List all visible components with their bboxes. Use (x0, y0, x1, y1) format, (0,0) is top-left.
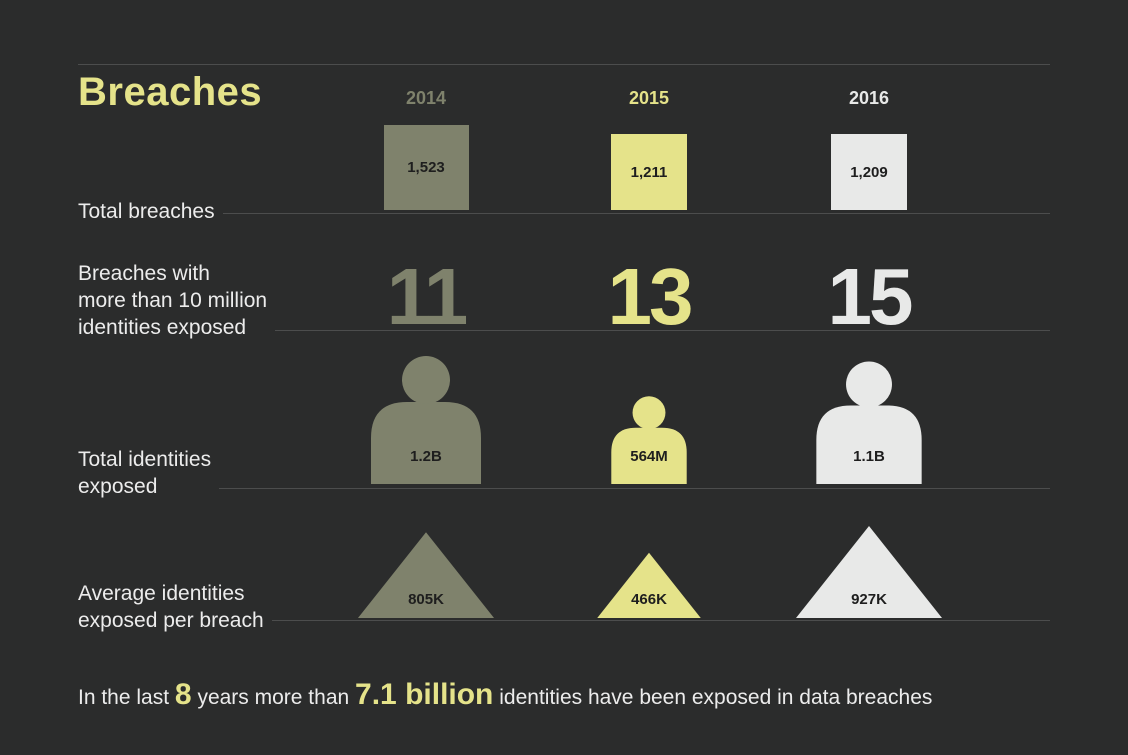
person-head-2014 (402, 356, 450, 404)
row-label-average-identities: Average identities exposed per breach (78, 580, 272, 634)
average-label-2016: 927K (851, 591, 887, 608)
person-body-2016 (816, 405, 922, 484)
average-label-2014: 805K (408, 591, 444, 608)
top-rule (78, 64, 1050, 65)
footer-text-part1: In the last (78, 686, 170, 709)
row-label-large-breaches: Breaches with more than 10 million ident… (78, 260, 276, 341)
average-triangle-2015 (597, 552, 701, 618)
footer-summary: In the last 8 years more than 7.1 billio… (78, 678, 932, 712)
total-breaches-bar-2015: 1,211 (611, 134, 687, 210)
row-rule-average (78, 620, 1050, 621)
row-label-total-breaches: Total breaches (78, 198, 223, 225)
footer-years: 8 (174, 678, 192, 711)
year-header-2016: 2016 (848, 88, 890, 108)
average-label-2015: 466K (631, 591, 667, 608)
row-rule-breaches (78, 213, 1050, 214)
row-label-total-identities: Total identities exposed (78, 446, 220, 500)
total-breaches-bar-2016: 1,209 (831, 134, 907, 210)
person-head-2015 (632, 396, 666, 430)
row-rule-large-breaches (78, 330, 1050, 331)
identities-label-2014: 1.2B (410, 448, 442, 465)
person-body-2015 (611, 427, 687, 484)
total-breaches-bar-2014: 1,523 (383, 125, 469, 210)
footer-total: 7.1 billion (355, 678, 494, 711)
identities-label-2016: 1.1B (853, 448, 885, 465)
year-header-2015: 2015 (628, 88, 670, 108)
footer-text-part2: years more than (197, 686, 350, 709)
average-triangle-2016 (796, 526, 942, 618)
large-breaches-count-2014: 11 (386, 252, 469, 341)
footer-text-part3: identities have been exposed in data bre… (499, 686, 933, 709)
chart-title: Breaches (78, 70, 263, 114)
person-head-2016 (846, 361, 892, 408)
identities-label-2015: 564M (630, 448, 668, 465)
large-breaches-count-2015: 13 (607, 252, 694, 341)
row-rule-identities (78, 488, 1050, 489)
average-triangle-2014 (357, 532, 495, 618)
person-body-2014 (371, 402, 481, 484)
large-breaches-count-2016: 15 (827, 252, 914, 341)
year-header-2014: 2014 (405, 88, 447, 108)
